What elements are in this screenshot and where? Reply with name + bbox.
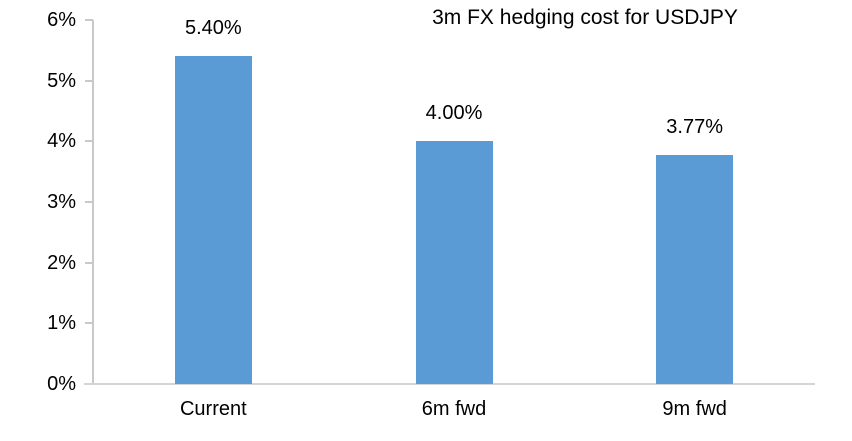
bar-6m-fwd [415, 141, 493, 384]
y-axis-line [92, 20, 94, 384]
chart-title: 3m FX hedging cost for USDJPY [432, 6, 738, 29]
y-tick-mark [85, 19, 93, 21]
bar-value-label: 3.77% [666, 116, 724, 139]
bar-group-current: 5.40% Current [174, 17, 252, 420]
y-tick-label: 4% [47, 130, 76, 153]
y-tick-label: 0% [47, 373, 76, 395]
y-tick-label: 6% [47, 9, 76, 31]
y-tick-mark [85, 140, 93, 143]
bar-value-label: 4.00% [425, 102, 483, 125]
y-tick-mark [85, 201, 93, 203]
bar-value-label: 5.40% [184, 17, 242, 40]
category-label: Current [179, 398, 247, 420]
bar-group-9m-fwd: 3.77% 9m fwd [656, 20, 734, 420]
y-tick-label: 5% [47, 69, 76, 92]
bar-current [174, 56, 252, 384]
y-tick-label: 1% [47, 312, 76, 335]
x-axis-line [84, 383, 815, 385]
bar-9m-fwd [656, 155, 734, 384]
bar-group-6m-fwd: 4.00% 6m fwd [415, 20, 493, 420]
category-label: 6m fwd [421, 398, 487, 420]
y-tick-mark [85, 261, 93, 264]
y-tick-mark [85, 322, 93, 325]
y-tick-mark [85, 79, 93, 82]
y-tick-label: 2% [47, 251, 76, 274]
y-tick-label: 3% [47, 191, 76, 213]
category-label: 9m fwd [662, 398, 727, 420]
